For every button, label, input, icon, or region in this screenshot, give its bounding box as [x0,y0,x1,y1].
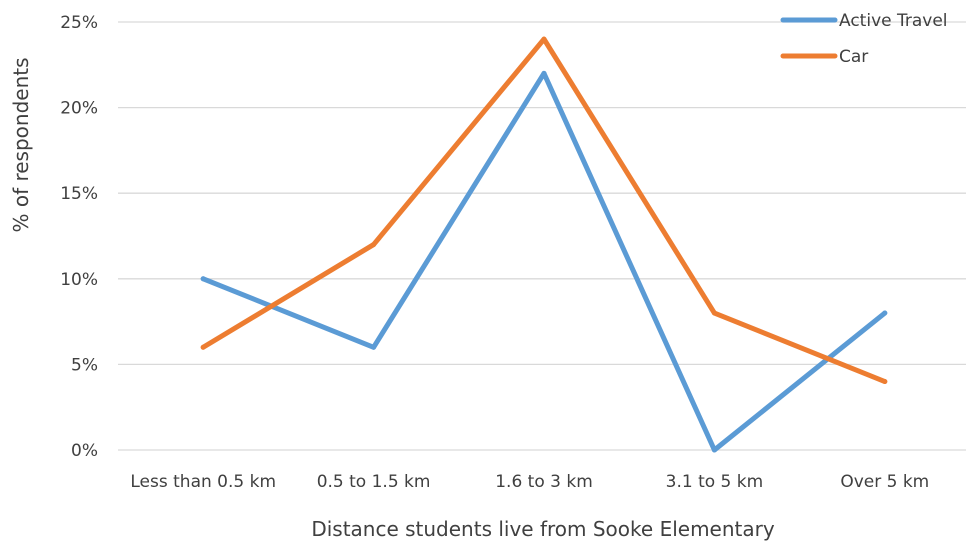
legend: Active Travel Car [780,11,948,67]
data-point [371,344,377,350]
data-point [541,36,547,42]
data-point [371,242,377,248]
x-tick-label: Less than 0.5 km [130,472,276,492]
data-point [541,70,547,76]
legend-label: Car [839,47,868,67]
x-tick-label: 1.6 to 3 km [495,472,593,492]
y-tick-label: 15% [60,184,98,204]
y-tick-label: 5% [71,355,98,375]
x-tick-label: 3.1 to 5 km [666,472,764,492]
y-axis-ticks: 0% 5% 10% 15% 20% 25% [60,13,98,461]
data-point [711,310,717,316]
y-tick-label: 0% [71,441,98,461]
y-tick-label: 20% [60,99,98,119]
y-axis-title: % of respondents [9,57,33,232]
x-axis-ticks: Less than 0.5 km 0.5 to 1.5 km 1.6 to 3 km… [130,472,929,492]
data-point [882,310,888,316]
data-point [200,276,206,282]
series-line-car [200,36,888,385]
data-point [882,379,888,385]
data-point [200,344,206,350]
x-tick-label: 0.5 to 1.5 km [317,472,431,492]
data-point [711,447,717,453]
x-tick-label: Over 5 km [840,472,929,492]
legend-label: Active Travel [839,11,948,31]
y-tick-label: 10% [60,270,98,290]
series-line-active-travel [200,70,888,453]
y-tick-label: 25% [60,13,98,33]
x-axis-title: Distance students live from Sooke Elemen… [311,517,775,541]
series-lines [200,36,888,453]
gridlines [118,21,966,451]
